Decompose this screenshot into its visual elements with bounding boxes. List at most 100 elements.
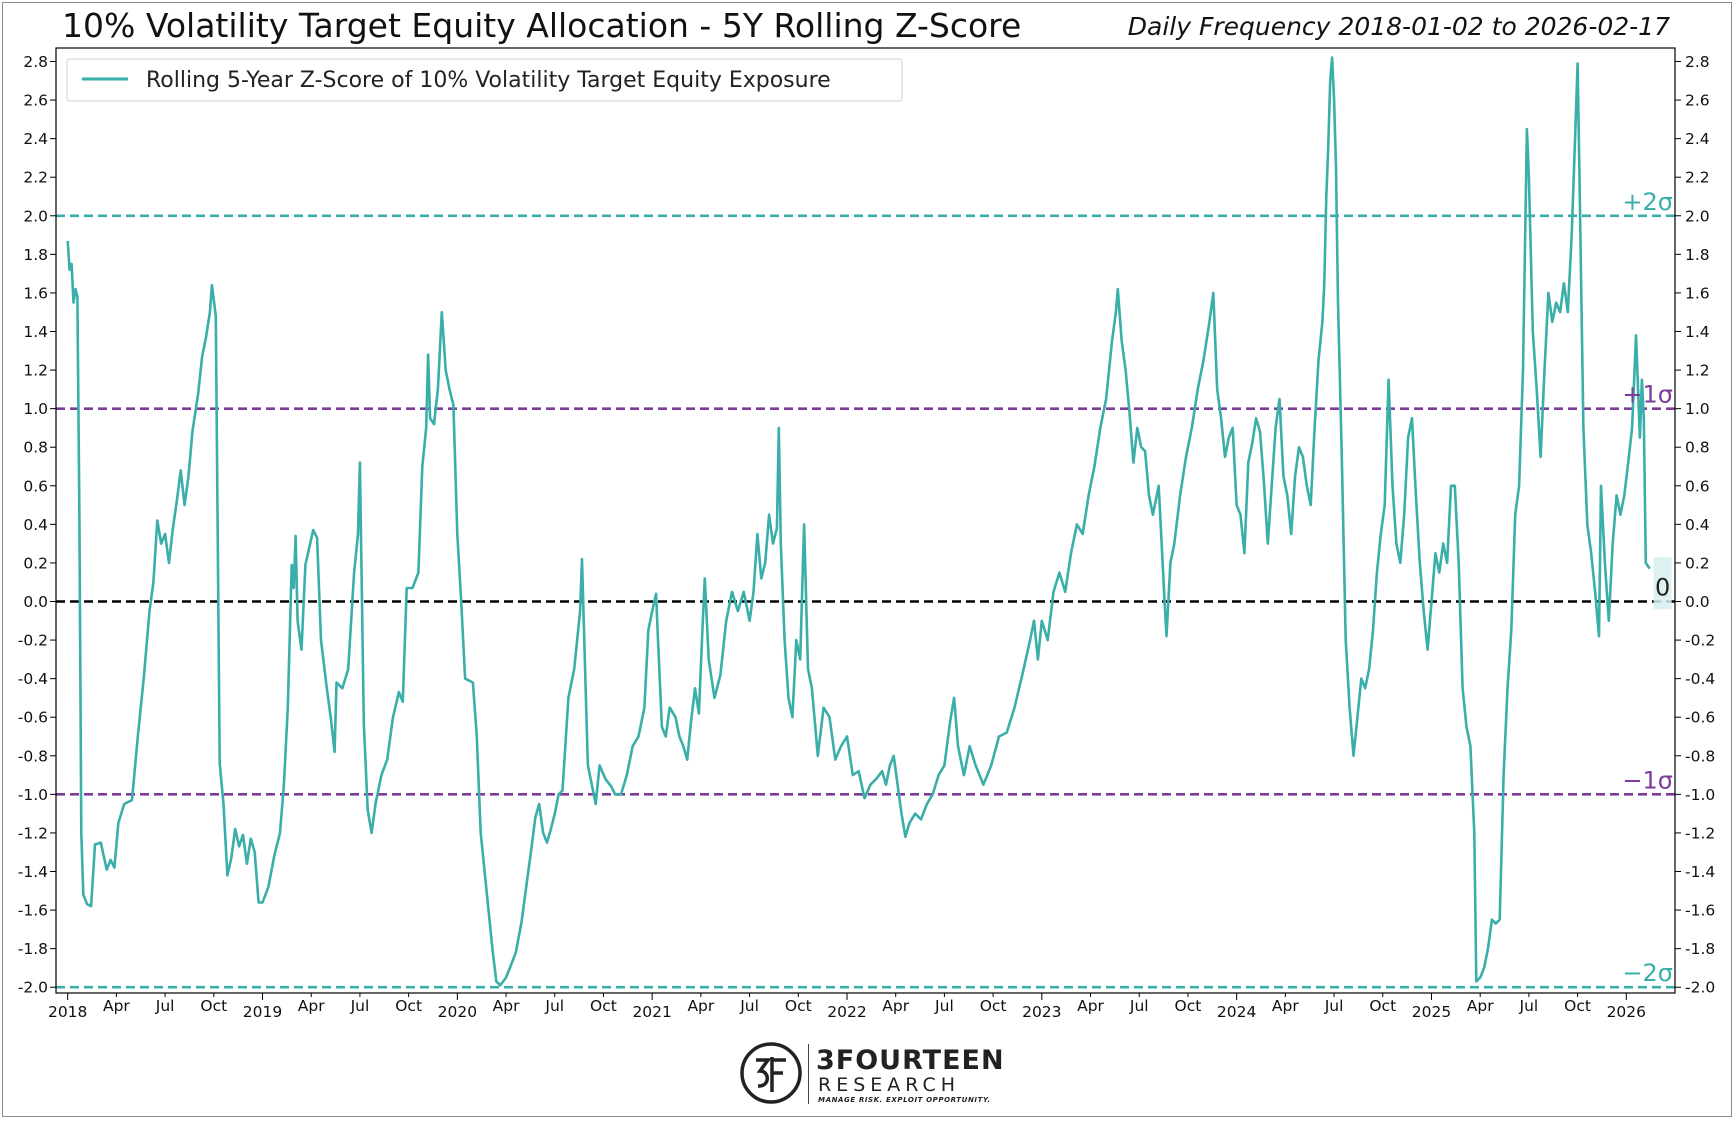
y-tick-label-right: 2.4 — [1685, 130, 1710, 148]
y-tick-label-right: 0.2 — [1685, 554, 1710, 572]
x-tick-label: Apr — [1272, 997, 1299, 1015]
y-tick-label: -1.8 — [18, 940, 48, 958]
brand-logo: 3FOURTEEN RESEARCH MANAGE RISK. EXPLOIT … — [738, 1040, 1004, 1108]
x-tick-label: Jul — [1519, 997, 1539, 1015]
x-tick-label: 2024 — [1217, 1003, 1256, 1021]
y-tick-label: -1.6 — [18, 902, 48, 920]
plot-area — [55, 47, 1676, 994]
series-line — [66, 56, 1651, 987]
x-tick-label: Oct — [785, 997, 812, 1015]
y-tick-label: 2.6 — [23, 92, 48, 110]
y-tick-label: 1.8 — [23, 246, 48, 264]
x-tick-label: Jul — [155, 997, 175, 1015]
y-tick-label: -0.6 — [18, 709, 48, 727]
y-tick-label: 2.2 — [23, 169, 48, 187]
y-tick-label: 2.4 — [23, 130, 48, 148]
x-tick-label: 2025 — [1412, 1003, 1451, 1021]
y-tick-label-right: -0.8 — [1685, 747, 1715, 765]
y-tick-label-right: 2.2 — [1685, 169, 1710, 187]
y-tick-label-right: 2.8 — [1685, 53, 1710, 71]
y-tick-label-right: -0.4 — [1685, 670, 1715, 688]
y-tick-label: 2.0 — [23, 207, 48, 225]
sigma-labels: +2σ +1σ −1σ −2σ 0 — [1622, 188, 1673, 987]
y-tick-label-right: 0.6 — [1685, 477, 1710, 495]
x-tick-label: Apr — [103, 997, 130, 1015]
x-tick-label: Apr — [1467, 997, 1494, 1015]
x-tick-label: 2019 — [243, 1003, 282, 1021]
sigma-label: −1σ — [1622, 766, 1673, 794]
y-tick-label: 1.4 — [23, 323, 48, 341]
reference-lines — [56, 214, 1675, 989]
x-tick-label: Apr — [687, 997, 714, 1015]
x-tick-label: 2020 — [438, 1003, 477, 1021]
x-tick-label: Apr — [298, 997, 325, 1015]
y-tick-label: 1.2 — [23, 362, 48, 380]
chart-subtitle: Daily Frequency 2018-01-02 to 2026-02-17 — [1127, 12, 1670, 41]
sigma-label: +1σ — [1622, 381, 1673, 409]
sigma-label: −2σ — [1622, 959, 1673, 987]
y-tick-label-right: 1.2 — [1685, 362, 1710, 380]
brand-tagline: MANAGE RISK. EXPLOIT OPPORTUNITY. — [818, 1096, 991, 1104]
y-tick-label: 2.8 — [23, 53, 48, 71]
y-tick-label: -1.2 — [18, 824, 48, 842]
last-value-label: 0 — [1655, 574, 1670, 602]
x-tick-label: Apr — [882, 997, 909, 1015]
y-tick-label-right: 1.4 — [1685, 323, 1710, 341]
x-tick-label: 2021 — [632, 1003, 671, 1021]
x-tick-label: 2026 — [1607, 1003, 1646, 1021]
y-tick-label: -1.0 — [18, 786, 48, 804]
x-tick-label: Oct — [200, 997, 227, 1015]
y-tick-label: 0.0 — [23, 593, 48, 611]
x-tick-label: 2022 — [827, 1003, 866, 1021]
y-tick-label: 0.4 — [23, 516, 48, 534]
y-tick-label: 1.0 — [23, 400, 48, 418]
last-value-badge — [1653, 557, 1672, 610]
series-layer — [66, 56, 1651, 987]
y-tick-label: -1.4 — [18, 863, 48, 881]
y-tick-label-right: -1.8 — [1685, 940, 1715, 958]
legend-box — [66, 58, 903, 102]
x-tick-label: Jul — [739, 997, 759, 1015]
brand-divider — [808, 1044, 809, 1104]
y-tick-label: -0.8 — [18, 747, 48, 765]
y-tick-label: 1.6 — [23, 284, 48, 302]
y-tick-label: 0.8 — [23, 439, 48, 457]
y-tick-label-right: -2.0 — [1685, 979, 1715, 997]
legend: Rolling 5-Year Z-Score of 10% Volatility… — [66, 58, 903, 102]
x-tick-label: 2023 — [1022, 1003, 1061, 1021]
y-tick-label-right: 0.4 — [1685, 516, 1710, 534]
axes-layer: -2.0 -2.0 -1.8 -1.8 -1.6 -1.6 -1.4 -1.4 -1.2 -1.2… — [18, 47, 1715, 1021]
x-tick-label: Apr — [493, 997, 520, 1015]
x-tick-label: Apr — [1077, 997, 1104, 1015]
y-tick-label-right: 1.0 — [1685, 400, 1710, 418]
x-tick-label: Jul — [934, 997, 954, 1015]
x-tick-label: Jul — [1129, 997, 1149, 1015]
y-tick-label-right: 1.6 — [1685, 284, 1710, 302]
y-tick-label-right: 2.0 — [1685, 207, 1710, 225]
y-tick-label-right: -0.6 — [1685, 709, 1715, 727]
x-tick-label: Oct — [980, 997, 1007, 1015]
y-tick-label-right: -0.2 — [1685, 632, 1715, 650]
x-tick-label: Oct — [590, 997, 617, 1015]
x-tick-label: Jul — [1324, 997, 1344, 1015]
brand-mark-icon — [740, 1042, 802, 1104]
y-tick-label-right: 0.0 — [1685, 593, 1710, 611]
legend-label: Rolling 5-Year Z-Score of 10% Volatility… — [146, 68, 831, 93]
y-tick-label-right: 0.8 — [1685, 439, 1710, 457]
brand-sub: RESEARCH — [818, 1074, 961, 1096]
x-tick-label: Oct — [395, 997, 422, 1015]
x-tick-label: 2018 — [48, 1003, 87, 1021]
y-tick-label: -0.4 — [18, 670, 48, 688]
x-tick-label: Jul — [544, 997, 564, 1015]
brand-name: 3FOURTEEN — [816, 1045, 1005, 1076]
y-tick-label: 0.2 — [23, 554, 48, 572]
y-tick-label: -2.0 — [18, 979, 48, 997]
y-tick-label-right: -1.4 — [1685, 863, 1715, 881]
y-tick-label-right: -1.2 — [1685, 824, 1715, 842]
y-tick-label-right: 1.8 — [1685, 246, 1710, 264]
y-tick-label-right: -1.0 — [1685, 786, 1715, 804]
y-tick-label-right: -1.6 — [1685, 902, 1715, 920]
y-tick-label: 0.6 — [23, 477, 48, 495]
